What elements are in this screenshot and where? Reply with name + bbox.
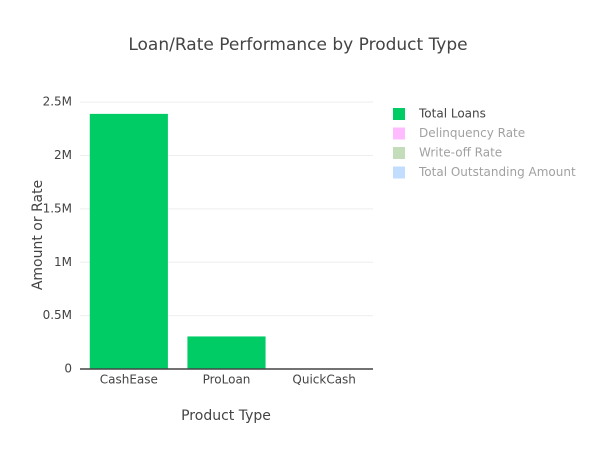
bar bbox=[187, 336, 266, 369]
x-tick-label: CashEase bbox=[100, 373, 158, 387]
y-tick-label: 0.5M bbox=[43, 308, 72, 322]
legend-swatch[interactable] bbox=[393, 166, 405, 179]
legend-label[interactable]: Total Loans bbox=[418, 107, 486, 121]
x-axis-title: Product Type bbox=[181, 408, 271, 424]
y-tick-label: 1.5M bbox=[43, 201, 72, 215]
legend-label[interactable]: Write-off Rate bbox=[419, 146, 502, 160]
chart-title: Loan/Rate Performance by Product Type bbox=[128, 35, 467, 55]
y-axis-title: Amount or Rate bbox=[30, 180, 46, 290]
legend-swatch[interactable] bbox=[393, 108, 405, 120]
y-tick-label: 0 bbox=[64, 362, 72, 376]
y-tick-label: 2.5M bbox=[43, 95, 72, 109]
legend-swatch[interactable] bbox=[393, 147, 405, 159]
legend-label[interactable]: Delinquency Rate bbox=[419, 126, 525, 140]
y-tick-label: 2M bbox=[54, 148, 72, 162]
y-tick-label: 1M bbox=[54, 255, 72, 269]
legend-label[interactable]: Total Outstanding Amount bbox=[418, 165, 576, 179]
bar bbox=[89, 113, 168, 369]
x-tick-label: QuickCash bbox=[292, 373, 356, 387]
legend-swatch[interactable] bbox=[393, 127, 405, 140]
x-tick-label: ProLoan bbox=[203, 373, 251, 387]
